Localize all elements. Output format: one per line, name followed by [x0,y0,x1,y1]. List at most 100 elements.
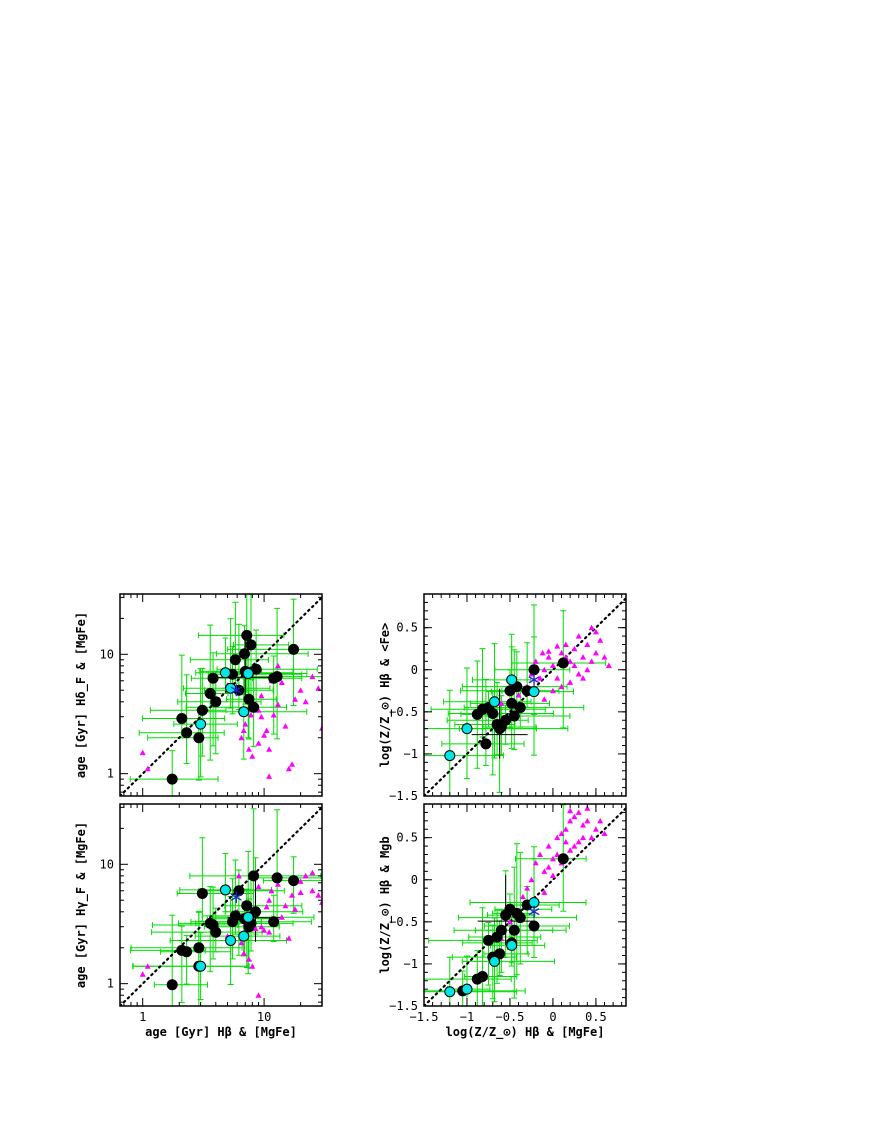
x-tick-label: −1.5 [410,1010,439,1024]
triangle-point [309,869,316,876]
triangle-point [558,830,565,836]
black-point [166,773,178,785]
cyan-point [506,674,518,686]
triangle-point [541,868,548,874]
black-point [233,885,245,897]
triangle-point [545,843,552,849]
triangle-point [592,826,599,832]
black-point [181,946,193,958]
black-point [288,643,300,655]
cyan-point [506,939,518,951]
black-point [229,910,241,922]
y-tick-label: −1 [404,957,418,971]
triangle-point [274,662,281,669]
triangle-point [242,721,249,727]
triangle-point [266,897,273,903]
black-point [210,696,222,708]
black-point [500,714,512,726]
black-point [166,979,178,991]
triangle-point [539,649,546,656]
cyan-point [461,723,473,735]
cyan-point [242,911,254,923]
black-point [193,942,205,954]
triangle-point [597,637,604,643]
triangle-point [289,761,296,767]
triangle-point [562,838,569,845]
black-point [514,912,526,924]
y-tick-label: 10 [100,857,114,871]
triangle-point [545,654,552,660]
triangle-point [266,773,273,779]
triangle-point [554,834,561,841]
triangle-point [144,963,151,969]
black-point [229,654,241,666]
cyan-point [219,884,231,896]
triangle-point [580,834,587,841]
triangle-point [245,956,252,962]
triangle-point [537,851,544,857]
triangle-point [580,675,587,681]
black-point [495,924,507,936]
y-tick-label: 1 [107,767,114,781]
cyan-point [195,718,207,730]
one-to-one-line [120,596,322,796]
triangle-point [567,817,574,824]
black-point [181,727,193,739]
cyan-point [242,668,254,680]
black-point [248,701,260,713]
cyan-point [238,706,250,718]
triangle-point [541,666,548,673]
black-point [207,672,219,684]
black-point [476,971,488,983]
triangle-point [263,727,270,733]
black-point [528,920,540,932]
triangle-point [567,847,574,853]
cyan-point [528,686,540,698]
triangle-point [270,712,277,718]
one-to-one-line [120,806,322,1006]
y-tick-label: −0.5 [389,915,418,929]
triangle-point [558,683,565,690]
triangle-point [258,713,265,720]
triangle-point [261,732,268,738]
black-point [508,710,520,722]
triangle-point [238,939,245,946]
black-point [248,870,260,882]
x-axis-label: age [Gyr] Hβ & [MgFe] [145,1025,297,1039]
triangle-point [261,927,268,933]
black-point [268,916,280,928]
black-point [557,657,569,669]
ticks [423,594,626,797]
triangle-point [498,700,505,706]
star-point [528,905,540,918]
triangle-point [567,807,574,814]
black-point [241,900,253,912]
triangle-point [274,701,281,707]
triangle-point [545,648,552,654]
triangle-point [139,749,146,756]
triangle-point [315,685,322,691]
triangle-point [240,950,247,956]
black-point [480,738,492,750]
triangle-point [302,698,309,705]
cyan-point [219,667,231,679]
plot-area [424,597,626,796]
triangle-point [240,727,247,733]
black-point [241,629,253,641]
black-point [271,872,283,884]
y-tick-label: −1.5 [389,789,418,803]
triangle-point [252,925,259,931]
triangle-point [515,692,522,698]
triangle-point [278,914,285,920]
triangle-point [274,881,281,887]
triangle-point [532,658,539,664]
ticks [120,804,322,1006]
one-to-one-line [424,597,626,796]
triangle-point [519,893,526,900]
triangle-point [268,887,275,894]
triangle-point [549,662,556,669]
triangle-point [588,834,595,841]
